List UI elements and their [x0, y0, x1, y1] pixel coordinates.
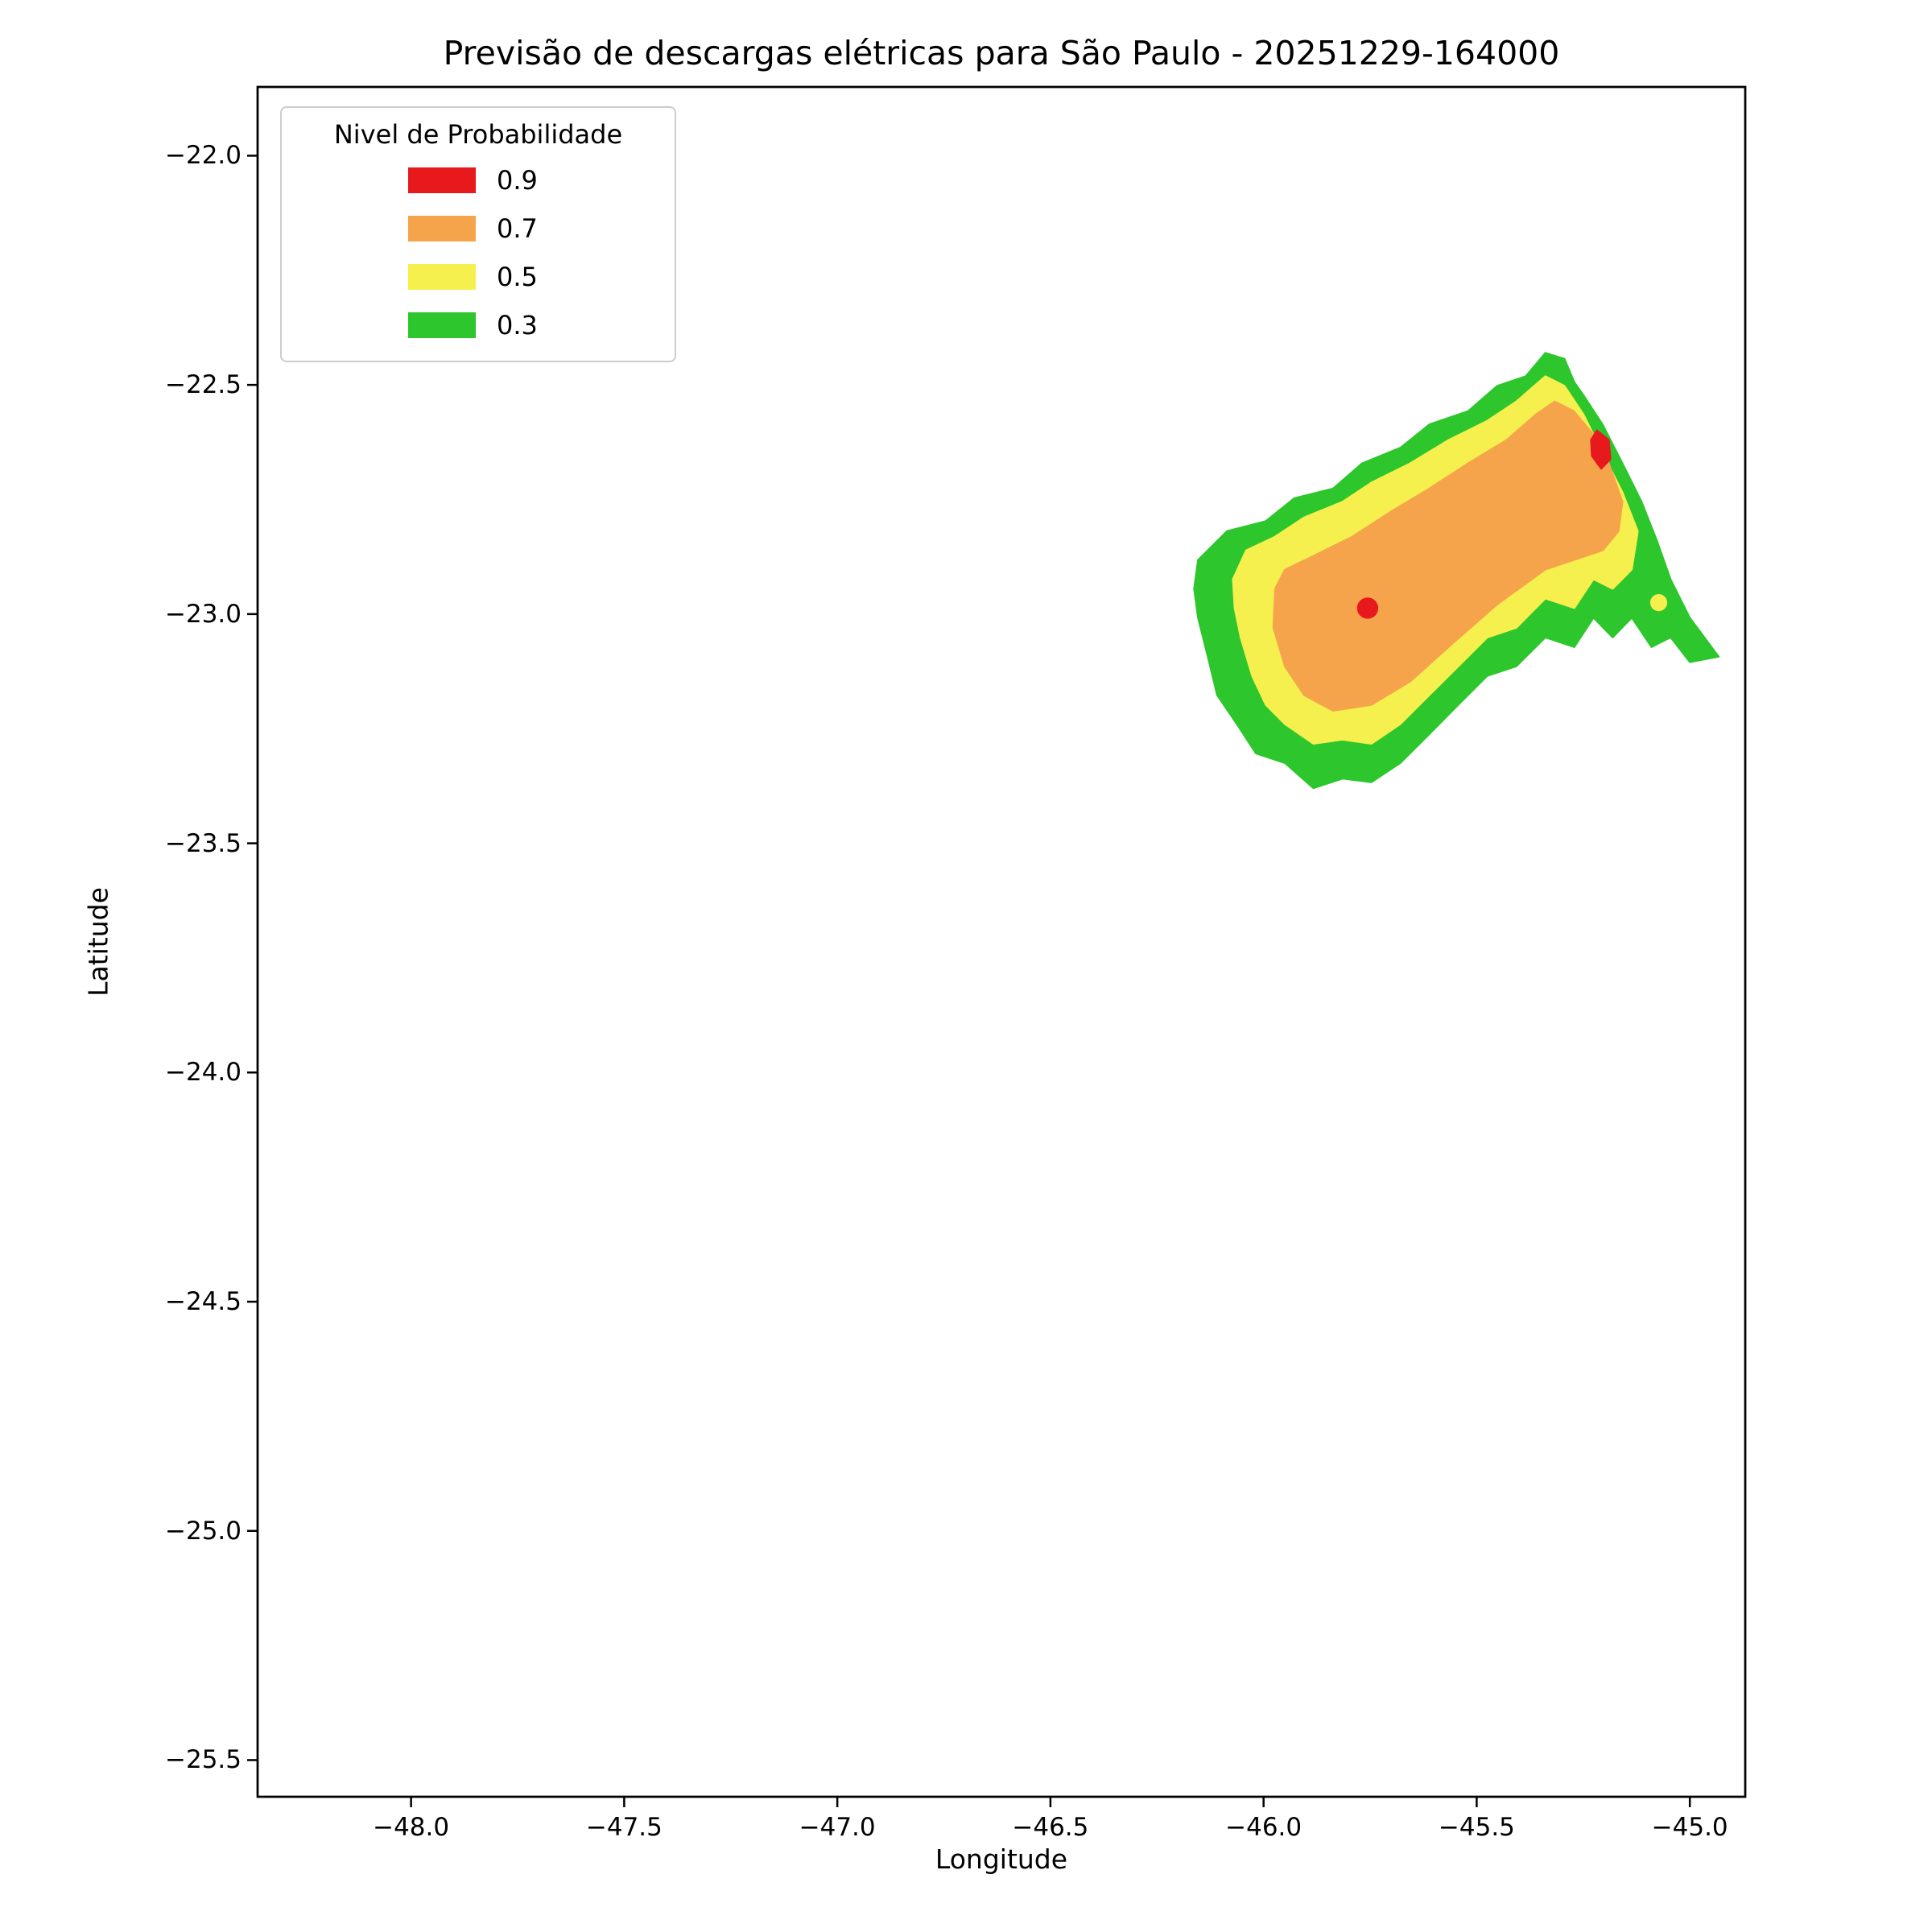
legend-entry-label: 0.7 — [497, 213, 538, 244]
legend-title: Nivel de Probabilidade — [333, 119, 623, 150]
legend-entry-label: 0.3 — [497, 310, 538, 341]
y-tick-label: −22.5 — [165, 370, 242, 400]
x-tick-label: −47.5 — [585, 1813, 663, 1842]
legend-entry: 0.9 — [282, 156, 675, 204]
y-tick-label: −24.5 — [165, 1287, 242, 1316]
y-axis-label: Latitude — [82, 887, 114, 997]
y-tick-label: −24.0 — [165, 1058, 242, 1088]
x-tick-label: −47.0 — [799, 1813, 876, 1842]
y-tick-label: −25.0 — [165, 1516, 242, 1546]
x-tick-label: −48.0 — [373, 1813, 450, 1842]
x-tick-label: −45.0 — [1651, 1813, 1728, 1842]
x-tick-label: −45.5 — [1438, 1813, 1515, 1842]
chart-title: Previsão de descargas elétricas para São… — [443, 34, 1560, 72]
legend-entries: 0.9 0.7 0.5 0.3 — [282, 156, 675, 349]
y-tick-label: −23.5 — [165, 828, 242, 858]
legend-swatch-0.7 — [408, 216, 476, 242]
legend-swatch-0.3 — [408, 312, 476, 338]
axes-frame — [256, 85, 1747, 1798]
legend-entry-label: 0.5 — [497, 262, 538, 292]
marker-level-0.9 — [1356, 597, 1379, 619]
axes-background — [256, 85, 1747, 1798]
legend: Nivel de Probabilidade 0.9 0.7 0.5 0.3 — [280, 106, 676, 362]
y-tick-label: −22.0 — [165, 141, 242, 171]
x-tick-label: −46.5 — [1012, 1813, 1089, 1842]
contour-level-0.7 — [1272, 400, 1624, 712]
legend-entry: 0.7 — [282, 204, 675, 253]
x-tick-label: −46.0 — [1225, 1813, 1302, 1842]
legend-swatch-0.9 — [408, 167, 476, 193]
marker-level-0.5 — [1649, 594, 1668, 612]
legend-entry: 0.5 — [282, 253, 675, 301]
legend-entry-label: 0.9 — [497, 165, 538, 196]
x-axis-label: Longitude — [935, 1843, 1068, 1875]
legend-swatch-0.5 — [408, 264, 476, 290]
contour-level-0.9 — [1590, 429, 1612, 470]
legend-entry: 0.3 — [282, 301, 675, 349]
y-tick-label: −25.5 — [165, 1745, 242, 1775]
y-tick-label: −23.0 — [165, 599, 242, 629]
